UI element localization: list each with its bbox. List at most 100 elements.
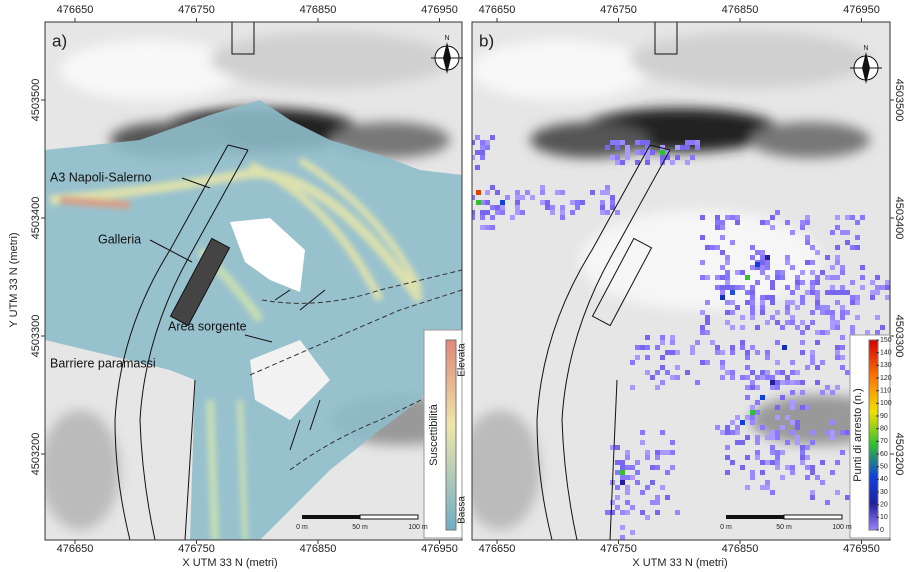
raster-cell <box>710 245 715 250</box>
raster-cell <box>805 220 810 225</box>
raster-cell <box>730 240 735 245</box>
raster-cell <box>765 485 770 490</box>
raster-cell <box>830 435 835 440</box>
raster-cell <box>765 320 770 325</box>
x-tick-label: 476650 <box>57 543 94 555</box>
raster-cell <box>785 260 790 265</box>
raster-cell <box>705 315 710 320</box>
raster-cell <box>885 280 890 285</box>
raster-cell <box>875 315 880 320</box>
raster-cell <box>815 250 820 255</box>
x-tick-label: 476950 <box>421 4 458 16</box>
raster-cell <box>725 430 730 435</box>
raster-cell <box>700 215 705 220</box>
raster-cell <box>875 285 880 290</box>
raster-cell <box>695 140 700 145</box>
raster-cell <box>790 405 795 410</box>
legend-tick-label: 0 <box>880 527 884 534</box>
raster-cell <box>750 300 755 305</box>
raster-cell <box>725 455 730 460</box>
raster-cell <box>725 275 730 280</box>
raster-cell <box>775 310 780 315</box>
raster-cell <box>770 445 775 450</box>
raster-cell <box>690 155 695 160</box>
raster-cell <box>650 375 655 380</box>
raster-cell <box>730 350 735 355</box>
raster-cell <box>750 290 755 295</box>
raster-cell <box>615 460 620 465</box>
raster-cell <box>755 350 760 355</box>
raster-cell <box>835 245 840 250</box>
raster-cell <box>825 500 830 505</box>
raster-cell <box>750 255 755 260</box>
x-tick-label: 476950 <box>421 543 458 555</box>
x-tick-label: 476850 <box>722 4 759 16</box>
raster-cell <box>715 350 720 355</box>
raster-cell <box>740 465 745 470</box>
raster-cell <box>745 275 750 280</box>
raster-cell <box>600 210 605 215</box>
raster-cell <box>760 425 765 430</box>
raster-cell <box>750 415 755 420</box>
raster-cell <box>625 475 630 480</box>
raster-cell <box>615 495 620 500</box>
raster-cell <box>855 235 860 240</box>
legend-tick-label: 50 <box>880 464 888 471</box>
raster-cell <box>476 200 481 205</box>
y-tick-label: 4503500 <box>893 79 905 122</box>
raster-cell <box>840 365 845 370</box>
raster-cell <box>675 375 680 380</box>
legend-tick-label: 110 <box>880 388 891 395</box>
raster-cell <box>655 495 660 500</box>
raster-cell <box>760 220 765 225</box>
raster-cell <box>560 210 565 215</box>
raster-cell <box>885 285 890 290</box>
raster-cell <box>755 262 760 267</box>
scale-label: 0 m <box>296 524 308 531</box>
raster-cell <box>760 310 765 315</box>
raster-cell <box>720 290 725 295</box>
raster-cell <box>830 325 835 330</box>
raster-cell <box>520 210 525 215</box>
raster-cell <box>845 430 850 435</box>
raster-cell <box>840 270 845 275</box>
raster-cell <box>620 140 625 145</box>
raster-cell <box>840 345 845 350</box>
raster-cell <box>840 265 845 270</box>
raster-cell <box>775 415 780 420</box>
raster-cell <box>610 195 615 200</box>
raster-cell <box>760 460 765 465</box>
raster-cell <box>825 290 830 295</box>
raster-cell <box>650 500 655 505</box>
raster-cell <box>785 255 790 260</box>
raster-cell <box>835 300 840 305</box>
raster-cell <box>545 205 550 210</box>
raster-cell <box>625 465 630 470</box>
raster-cell <box>790 360 795 365</box>
panel-label: b) <box>479 31 494 50</box>
raster-cell <box>475 135 480 140</box>
raster-cell <box>700 260 705 265</box>
raster-cell <box>775 340 780 345</box>
raster-cell <box>770 490 775 495</box>
raster-cell <box>825 255 830 260</box>
raster-cell <box>730 375 735 380</box>
raster-cell <box>615 445 620 450</box>
raster-cell <box>815 275 820 280</box>
raster-cell <box>645 455 650 460</box>
raster-cell <box>605 210 610 215</box>
legend-colorbar <box>869 340 878 530</box>
raster-cell <box>835 490 840 495</box>
raster-cell <box>720 275 725 280</box>
raster-cell <box>775 320 780 325</box>
raster-cell <box>560 215 565 220</box>
x-tick-label: 476750 <box>178 4 215 16</box>
raster-cell <box>635 355 640 360</box>
y-tick-label: 4503400 <box>30 197 42 240</box>
raster-cell <box>625 455 630 460</box>
raster-cell <box>605 510 610 515</box>
raster-cell <box>780 475 785 480</box>
raster-cell <box>810 465 815 470</box>
raster-cell <box>735 425 740 430</box>
raster-cell <box>860 265 865 270</box>
